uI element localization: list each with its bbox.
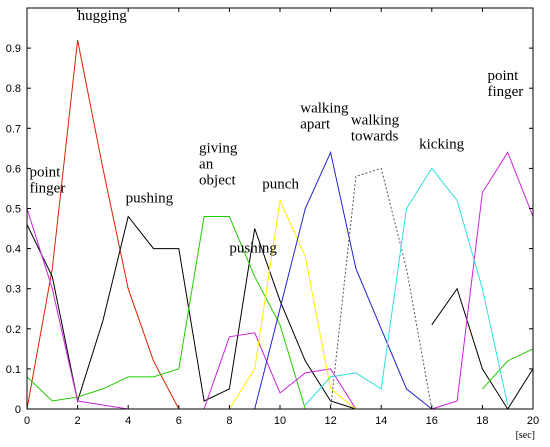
series-5-line xyxy=(254,150,433,410)
series-3-line xyxy=(26,208,129,410)
x-tick-label: 8 xyxy=(226,415,232,427)
plot-frame xyxy=(26,7,534,410)
x-tick-label: 2 xyxy=(75,415,81,427)
x-tick-label: 4 xyxy=(125,415,131,427)
series-3-line xyxy=(203,332,357,410)
series-6-line xyxy=(330,167,433,410)
series-4-line xyxy=(228,198,357,410)
x-tick-label: 14 xyxy=(375,415,387,427)
annotation-label: hugging xyxy=(78,8,128,24)
annotation-label: walking apart xyxy=(300,100,349,132)
x-tick-label: 18 xyxy=(476,415,488,427)
series-7-line xyxy=(304,167,509,406)
x-tick-label: 12 xyxy=(324,415,336,427)
y-tick-label: 0.9 xyxy=(6,43,21,55)
x-tick-label: 0 xyxy=(24,415,30,427)
annotation-layer: hugging point finger pushing giving an object p… xyxy=(30,8,524,257)
y-tick-label: 0.2 xyxy=(6,324,21,336)
annotation-label: pushing xyxy=(126,190,174,206)
y-tick-label: 0.8 xyxy=(6,83,21,95)
series-layer xyxy=(26,40,534,410)
series-2-line xyxy=(26,216,306,410)
series-1-line xyxy=(26,215,357,410)
series-2-line xyxy=(482,348,534,390)
annotation-label: giving an object xyxy=(199,140,238,188)
x-tick-label: 16 xyxy=(426,415,438,427)
y-tick-label: 0.6 xyxy=(6,163,21,175)
series-0-line xyxy=(26,40,180,410)
axis-layer: 0 2 4 6 8 10 12 14 16 18 20 0 0.1 0.2 0.3 0.4 0.5 0.6 0.7 0… xyxy=(6,8,539,427)
series-3-line xyxy=(431,151,534,410)
y-tick-label: 0.4 xyxy=(6,244,21,256)
annotation-label: pushing xyxy=(229,241,277,257)
annotation-label: point finger xyxy=(30,164,66,196)
x-tick-label: 20 xyxy=(527,415,539,427)
y-tick-label: 0.5 xyxy=(6,204,21,216)
series-1-line xyxy=(431,287,534,410)
x-tick-label: 10 xyxy=(274,415,286,427)
y-tick-label: 0.1 xyxy=(6,364,21,376)
y-tick-label: 0 xyxy=(15,404,21,416)
x-tick-label: 6 xyxy=(176,415,182,427)
annotation-label: walking towards xyxy=(351,112,400,144)
annotation-label: punch xyxy=(262,176,299,192)
y-tick-label: 0.3 xyxy=(6,284,21,296)
annotation-label: point finger xyxy=(487,68,523,100)
x-axis-unit: [sec] xyxy=(516,430,535,441)
annotation-label: kicking xyxy=(419,136,464,152)
y-tick-label: 0.7 xyxy=(6,123,21,135)
